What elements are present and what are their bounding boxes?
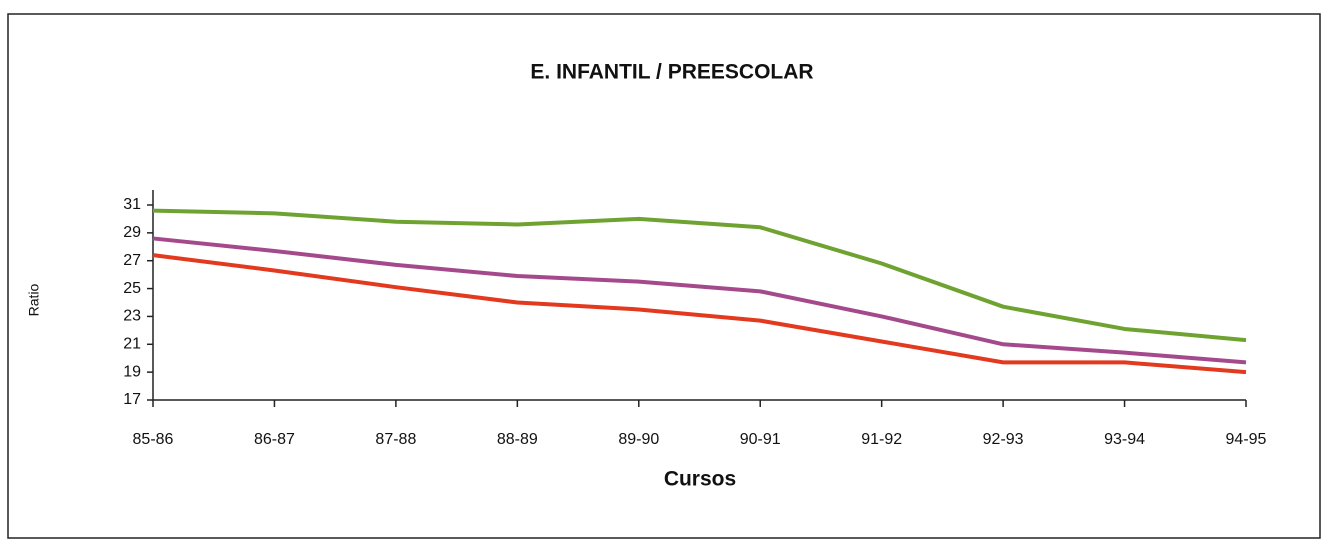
x-tick-label: 88-89 — [497, 431, 538, 448]
y-axis-label: Ratio — [26, 283, 42, 316]
y-tick-label: 17 — [123, 391, 141, 408]
x-axis-label: Cursos — [664, 468, 736, 491]
x-tick-label: 92-93 — [983, 431, 1024, 448]
y-tick-label: 29 — [123, 224, 141, 241]
x-tick-label: 91-92 — [861, 431, 902, 448]
y-tick-label: 19 — [123, 363, 141, 380]
x-tick-label: 93-94 — [1104, 431, 1145, 448]
x-tick-label: 86-87 — [254, 431, 295, 448]
y-tick-label: 25 — [123, 280, 141, 297]
x-tick-label: 89-90 — [618, 431, 659, 448]
x-tick-label: 85-86 — [133, 431, 174, 448]
x-tick-label: 94-95 — [1226, 431, 1267, 448]
series-line — [152, 208, 1247, 343]
chart-frame — [7, 13, 1321, 539]
series-line — [152, 253, 1247, 375]
y-tick-label: 31 — [123, 196, 141, 213]
y-tick-label: 21 — [123, 336, 141, 353]
series-line — [152, 236, 1247, 365]
y-tick-label: 23 — [123, 308, 141, 325]
x-tick-label: 87-88 — [375, 431, 416, 448]
chart-title: E. INFANTIL / PREESCOLAR — [530, 61, 813, 84]
y-tick-label: 27 — [123, 252, 141, 269]
x-tick-label: 90-91 — [740, 431, 781, 448]
